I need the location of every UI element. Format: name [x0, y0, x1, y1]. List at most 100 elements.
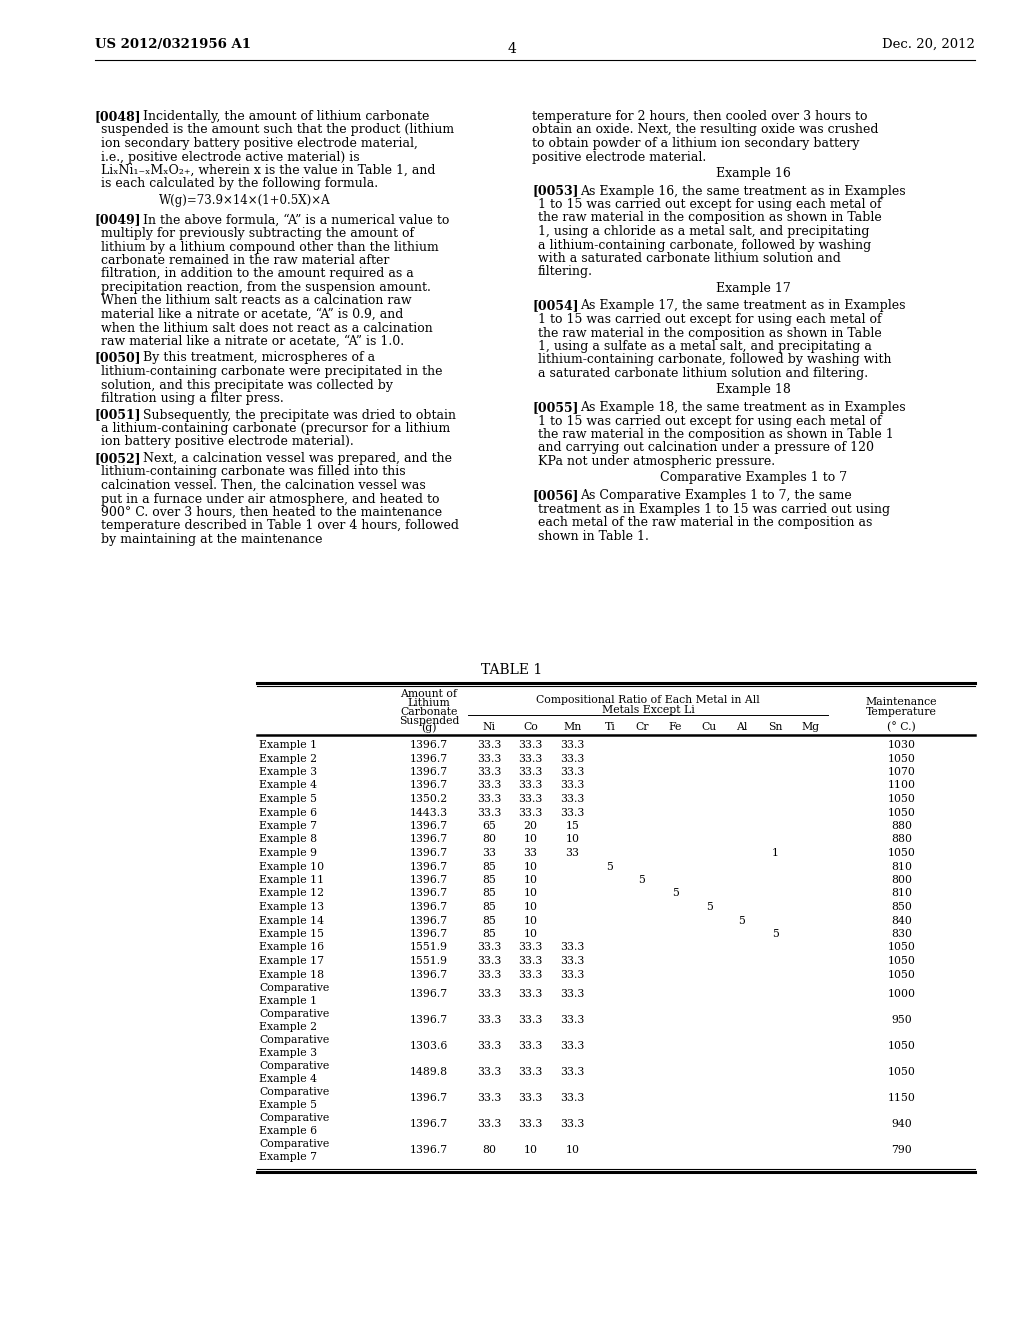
Text: 1050: 1050 — [888, 956, 915, 966]
Text: 33.3: 33.3 — [560, 1067, 585, 1077]
Text: Example 2: Example 2 — [259, 1022, 317, 1032]
Text: Example 7: Example 7 — [259, 821, 317, 832]
Text: 1396.7: 1396.7 — [410, 888, 449, 899]
Text: Suspended: Suspended — [398, 715, 459, 726]
Text: 1050: 1050 — [888, 1067, 915, 1077]
Text: Comparative: Comparative — [259, 983, 330, 993]
Text: 33.3: 33.3 — [518, 969, 543, 979]
Text: Sn: Sn — [768, 722, 782, 733]
Text: solution, and this precipitate was collected by: solution, and this precipitate was colle… — [101, 379, 393, 392]
Text: 80: 80 — [482, 834, 496, 845]
Text: 1489.8: 1489.8 — [410, 1067, 449, 1077]
Text: 33.3: 33.3 — [560, 1093, 585, 1104]
Text: Comparative: Comparative — [259, 1139, 330, 1148]
Text: Example 14: Example 14 — [259, 916, 324, 925]
Text: treatment as in Examples 1 to 15 was carried out using: treatment as in Examples 1 to 15 was car… — [538, 503, 890, 516]
Text: Example 5: Example 5 — [259, 1100, 317, 1110]
Text: 1, using a sulfate as a metal salt, and precipitating a: 1, using a sulfate as a metal salt, and … — [538, 341, 871, 352]
Text: 33.3: 33.3 — [518, 808, 543, 817]
Text: 65: 65 — [482, 821, 496, 832]
Text: Maintenance: Maintenance — [865, 697, 937, 708]
Text: [0050]: [0050] — [95, 351, 141, 364]
Text: Comparative: Comparative — [259, 1113, 330, 1123]
Text: 1396.7: 1396.7 — [410, 1015, 449, 1026]
Text: 5: 5 — [772, 929, 779, 939]
Text: 33.3: 33.3 — [560, 754, 585, 763]
Text: In the above formula, “A” is a numerical value to: In the above formula, “A” is a numerical… — [143, 214, 450, 227]
Text: with a saturated carbonate lithium solution and: with a saturated carbonate lithium solut… — [538, 252, 841, 265]
Text: 33.3: 33.3 — [560, 1119, 585, 1129]
Text: 1050: 1050 — [888, 1041, 915, 1051]
Text: when the lithium salt does not react as a calcination: when the lithium salt does not react as … — [101, 322, 433, 334]
Text: [0052]: [0052] — [95, 451, 141, 465]
Text: 33.3: 33.3 — [477, 754, 501, 763]
Text: 33.3: 33.3 — [560, 956, 585, 966]
Text: 10: 10 — [523, 875, 538, 884]
Text: 33.3: 33.3 — [477, 969, 501, 979]
Text: 1551.9: 1551.9 — [410, 956, 449, 966]
Text: 33.3: 33.3 — [518, 1015, 543, 1026]
Text: 10: 10 — [565, 834, 580, 845]
Text: 33.3: 33.3 — [560, 795, 585, 804]
Text: 1396.7: 1396.7 — [410, 929, 449, 939]
Text: 940: 940 — [891, 1119, 912, 1129]
Text: 1, using a chloride as a metal salt, and precipitating: 1, using a chloride as a metal salt, and… — [538, 224, 869, 238]
Text: As Example 18, the same treatment as in Examples: As Example 18, the same treatment as in … — [580, 401, 905, 414]
Text: a lithium-containing carbonate (precursor for a lithium: a lithium-containing carbonate (precurso… — [101, 422, 451, 436]
Text: temperature described in Table 1 over 4 hours, followed: temperature described in Table 1 over 4 … — [101, 520, 459, 532]
Text: calcination vessel. Then, the calcination vessel was: calcination vessel. Then, the calcinatio… — [101, 479, 426, 492]
Text: 33.3: 33.3 — [477, 808, 501, 817]
Text: 10: 10 — [523, 929, 538, 939]
Text: 1030: 1030 — [888, 741, 915, 750]
Text: Example 17: Example 17 — [716, 282, 791, 294]
Text: 33.3: 33.3 — [518, 942, 543, 953]
Text: 33.3: 33.3 — [518, 1041, 543, 1051]
Text: 33.3: 33.3 — [477, 1067, 501, 1077]
Text: Metals Except Li: Metals Except Li — [602, 705, 694, 715]
Text: 810: 810 — [891, 888, 912, 899]
Text: Comparative: Comparative — [259, 1035, 330, 1045]
Text: 20: 20 — [523, 821, 538, 832]
Text: Example 11: Example 11 — [259, 875, 325, 884]
Text: 5: 5 — [639, 875, 645, 884]
Text: precipitation reaction, from the suspension amount.: precipitation reaction, from the suspens… — [101, 281, 431, 294]
Text: 1443.3: 1443.3 — [410, 808, 449, 817]
Text: Example 6: Example 6 — [259, 1126, 317, 1137]
Text: 33.3: 33.3 — [477, 741, 501, 750]
Text: Example 7: Example 7 — [259, 1152, 317, 1162]
Text: 830: 830 — [891, 929, 912, 939]
Text: 33.3: 33.3 — [560, 808, 585, 817]
Text: put in a furnace under air atmosphere, and heated to: put in a furnace under air atmosphere, a… — [101, 492, 439, 506]
Text: 880: 880 — [891, 834, 912, 845]
Text: 1303.6: 1303.6 — [410, 1041, 449, 1051]
Text: 1396.7: 1396.7 — [410, 741, 449, 750]
Text: lithium-containing carbonate was filled into this: lithium-containing carbonate was filled … — [101, 466, 406, 479]
Text: temperature for 2 hours, then cooled over 3 hours to: temperature for 2 hours, then cooled ove… — [532, 110, 867, 123]
Text: 33.3: 33.3 — [477, 1015, 501, 1026]
Text: By this treatment, microspheres of a: By this treatment, microspheres of a — [143, 351, 375, 364]
Text: each metal of the raw material in the composition as: each metal of the raw material in the co… — [538, 516, 872, 529]
Text: 33.3: 33.3 — [518, 741, 543, 750]
Text: 1350.2: 1350.2 — [410, 795, 449, 804]
Text: Lithium: Lithium — [408, 698, 451, 708]
Text: lithium-containing carbonate were precipitated in the: lithium-containing carbonate were precip… — [101, 366, 442, 378]
Text: 33.3: 33.3 — [518, 1119, 543, 1129]
Text: 1070: 1070 — [888, 767, 915, 777]
Text: Example 3: Example 3 — [259, 767, 317, 777]
Text: 33: 33 — [523, 847, 538, 858]
Text: Comparative: Comparative — [259, 1061, 330, 1071]
Text: filtration using a filter press.: filtration using a filter press. — [101, 392, 284, 405]
Text: 1050: 1050 — [888, 795, 915, 804]
Text: 10: 10 — [523, 834, 538, 845]
Text: Example 6: Example 6 — [259, 808, 317, 817]
Text: 1050: 1050 — [888, 969, 915, 979]
Text: Fe: Fe — [669, 722, 682, 733]
Text: Dec. 20, 2012: Dec. 20, 2012 — [882, 38, 975, 51]
Text: Incidentally, the amount of lithium carbonate: Incidentally, the amount of lithium carb… — [143, 110, 429, 123]
Text: 85: 85 — [482, 916, 496, 925]
Text: Mg: Mg — [802, 722, 819, 733]
Text: Next, a calcination vessel was prepared, and the: Next, a calcination vessel was prepared,… — [143, 451, 452, 465]
Text: 900° C. over 3 hours, then heated to the maintenance: 900° C. over 3 hours, then heated to the… — [101, 506, 442, 519]
Text: Temperature: Temperature — [866, 708, 937, 717]
Text: the raw material in the composition as shown in Table 1: the raw material in the composition as s… — [538, 428, 894, 441]
